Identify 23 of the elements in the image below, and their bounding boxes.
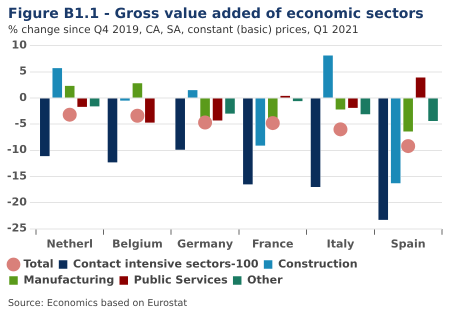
legend-label: Public Services — [134, 273, 228, 286]
y-tick-label: -10 — [7, 143, 28, 156]
x-tick-label: Belgium — [112, 237, 163, 250]
x-tick-label: Spain — [390, 237, 426, 250]
y-tick-label: 5 — [19, 64, 27, 78]
legend-label: Contact intensive sectors-100 — [73, 257, 259, 270]
y-tick-label: -20 — [7, 195, 28, 208]
x-tick-label: Germany — [177, 237, 233, 250]
y-tick-label: -25 — [7, 222, 27, 235]
y-tick-label: -5 — [14, 116, 27, 130]
legend-label: Total — [24, 257, 54, 270]
x-tick-label: France — [252, 237, 294, 250]
legend-label: Other — [247, 273, 284, 286]
x-tick-label: Netherl — [46, 237, 93, 250]
chart-title: Figure B1.1 - Gross value added of economic sectors — [7, 5, 425, 22]
y-tick-label: 10 — [12, 38, 28, 52]
source-note: Source: Economics based on Eurostat — [7, 297, 188, 311]
x-tick-label: Italy — [326, 237, 354, 250]
y-tick-label: 0 — [19, 90, 28, 104]
legend-label: Construction — [278, 257, 358, 270]
chart-subtitle: % change since Q4 2019, CA, SA, constant (basic) prices, Q1 2021 — [7, 23, 360, 36]
legend-label: Manufacturing — [24, 273, 114, 286]
y-tick-label: -15 — [7, 169, 27, 182]
